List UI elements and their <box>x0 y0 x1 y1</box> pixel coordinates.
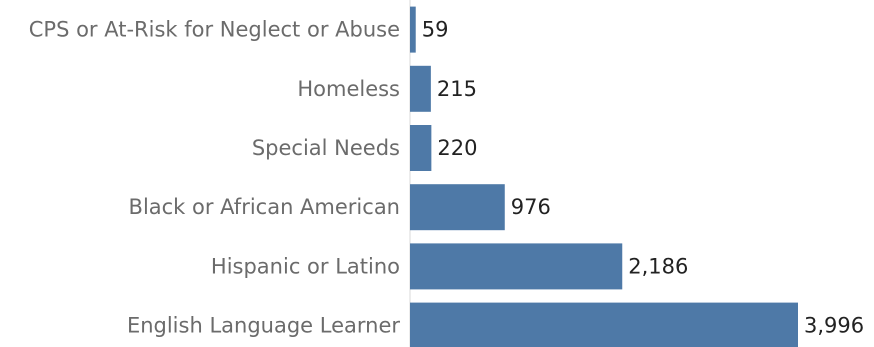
bar <box>410 184 505 231</box>
bar <box>410 302 798 347</box>
bar <box>410 6 416 53</box>
category-label: English Language Learner <box>127 314 400 338</box>
category-label: Special Needs <box>252 136 400 160</box>
category-label: Homeless <box>297 77 400 101</box>
value-label: 59 <box>422 18 449 42</box>
bar <box>410 125 432 171</box>
bar <box>410 243 623 290</box>
value-label: 2,186 <box>628 254 688 278</box>
category-label: Black or African American <box>129 195 400 219</box>
value-label: 976 <box>511 195 551 219</box>
value-label: 220 <box>437 136 477 160</box>
category-label: CPS or At-Risk for Neglect or Abuse <box>29 18 400 42</box>
value-label: 3,996 <box>804 314 864 338</box>
bars-group: CPS or At-Risk for Neglect or Abuse 59 Hom… <box>29 0 864 347</box>
bar <box>410 65 431 112</box>
category-label: Hispanic or Latino <box>211 254 400 278</box>
value-label: 215 <box>437 77 477 101</box>
